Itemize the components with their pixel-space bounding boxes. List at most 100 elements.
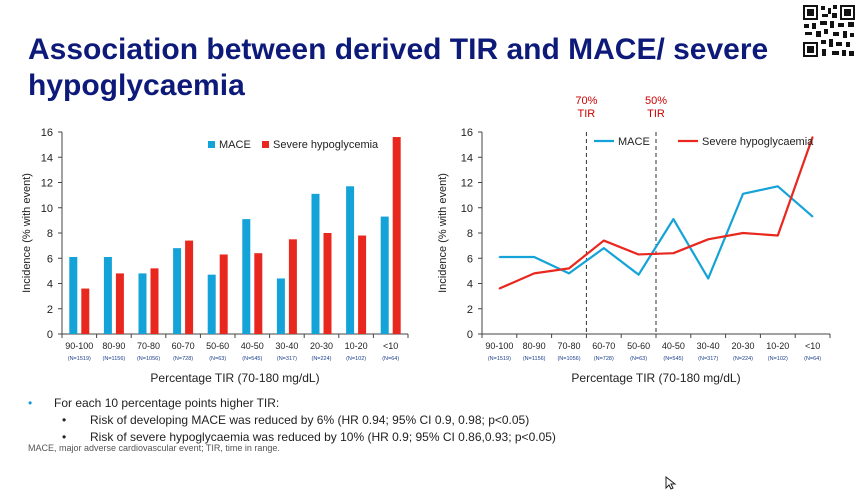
tir-threshold-label: 70%: [575, 95, 597, 107]
data-point: [568, 267, 570, 270]
bar-severe-hypoglycemia: [185, 240, 194, 334]
y-tick-label: 10: [41, 203, 53, 215]
x-tick-label: 50-60: [206, 341, 229, 351]
x-tick-n-label: (N=102): [346, 356, 366, 362]
bar-mace: [276, 278, 285, 334]
data-point: [742, 193, 744, 195]
x-tick-label: 20-30: [310, 341, 333, 351]
findings-main-bullet: • For each 10 percentage points higher T…: [28, 395, 848, 412]
bar-mace: [311, 193, 320, 334]
x-tick-label: 30-40: [697, 341, 720, 351]
legend-swatch: [208, 141, 215, 148]
x-tick-label: 70-80: [557, 341, 580, 351]
data-point: [498, 256, 501, 258]
data-point: [533, 272, 535, 275]
x-tick-n-label: (N=1519): [488, 356, 511, 362]
findings-sub-bullet-mace: • Risk of developing MACE was reduced by…: [28, 412, 848, 429]
mace-hypoglycemia-bar-chart: 0 2 4 6 8 10 12 14 16 90-100 (N=1519) 80-90 (N=1156)…: [21, 127, 409, 385]
x-tick-n-label: (N=1056): [557, 356, 580, 362]
legend-label: MACE: [618, 136, 650, 148]
y-tick-label: 2: [47, 304, 53, 316]
x-tick-n-label: (N=64): [804, 356, 821, 362]
data-point: [811, 215, 814, 218]
data-point: [777, 185, 779, 188]
x-tick-label: 90-100: [485, 341, 513, 351]
y-tick-label: 16: [41, 127, 53, 139]
bar-severe-hypoglycemia: [115, 273, 124, 334]
x-tick-n-label: (N=63): [630, 356, 647, 362]
data-point: [603, 239, 605, 242]
x-tick-label: 40-50: [241, 341, 264, 351]
tir-threshold-label: TIR: [647, 108, 665, 120]
mace-hypoglycemia-line-chart: 0 2 4 6 8 10 12 14 16 90-100 (N=1519) 80-90 (N=1156)…: [437, 95, 831, 385]
data-point: [637, 253, 640, 256]
x-tick-n-label: (N=64): [382, 356, 399, 362]
bullet-dot-icon: •: [28, 396, 33, 410]
data-point: [707, 277, 709, 280]
line-severe-hypoglycaemia: [498, 136, 814, 290]
x-tick-label: 60-70: [592, 341, 615, 351]
data-point: [568, 272, 570, 275]
y-tick-label: 6: [47, 253, 53, 265]
x-tick-n-label: (N=1056): [137, 356, 160, 362]
x-tick-n-label: (N=63): [209, 356, 226, 362]
x-tick-n-label: (N=545): [663, 356, 683, 362]
bar-severe-hypoglycemia: [219, 254, 228, 334]
x-tick-n-label: (N=1519): [68, 356, 91, 362]
bar-severe-hypoglycemia: [150, 268, 159, 334]
data-point: [533, 256, 535, 258]
x-tick-label: 20-30: [731, 341, 754, 351]
data-point: [777, 234, 779, 237]
bar-severe-hypoglycemia: [81, 288, 90, 334]
y-tick-label: 4: [467, 279, 473, 291]
x-tick-n-label: (N=224): [311, 356, 331, 362]
x-tick-label: 30-40: [275, 341, 298, 351]
bullet-dot-icon: •: [62, 413, 67, 427]
findings-hypo-text: Risk of severe hypoglycaemia was reduced…: [90, 430, 556, 444]
findings-main-text: For each 10 percentage points higher TIR…: [54, 396, 280, 410]
x-tick-label: 10-20: [345, 341, 368, 351]
data-point: [672, 252, 675, 254]
bar-severe-hypoglycemia: [254, 253, 263, 334]
data-point: [707, 238, 709, 241]
bar-mace: [173, 248, 182, 334]
x-tick-n-label: (N=728): [173, 356, 193, 362]
y-tick-label: 12: [461, 178, 473, 190]
y-tick-label: 0: [467, 329, 473, 341]
bullet-dot-icon: •: [62, 430, 67, 444]
x-tick-label: 70-80: [137, 341, 160, 351]
x-tick-label: 80-90: [102, 341, 125, 351]
bar-mace: [69, 256, 78, 334]
bar-mace: [207, 274, 216, 334]
slide-title: Association between derived TIR and MACE…: [28, 33, 769, 102]
data-point: [498, 287, 501, 290]
x-tick-label: 50-60: [627, 341, 650, 351]
y-tick-label: 8: [467, 228, 473, 240]
bar-mace: [380, 216, 389, 334]
bar-severe-hypoglycemia: [358, 235, 367, 334]
data-point: [672, 218, 675, 220]
y-tick-label: 4: [47, 279, 53, 291]
x-tick-n-label: (N=545): [242, 356, 262, 362]
bar-severe-hypoglycemia: [288, 239, 297, 334]
legend-label: Severe hypoglycemia: [273, 139, 379, 151]
y-tick-label: 2: [467, 304, 473, 316]
findings-mace-text: Risk of developing MACE was reduced by 6…: [90, 413, 530, 427]
x-tick-n-label: (N=1156): [523, 356, 546, 362]
qr-code-icon: [802, 4, 856, 58]
x-axis-title: Percentage TIR (70-180 mg/dL): [571, 371, 740, 385]
legend-label: Severe hypoglycaemia: [702, 136, 814, 148]
x-tick-label: 80-90: [523, 341, 546, 351]
bar-mace: [242, 219, 251, 334]
y-axis-title: Incidence (% with event): [437, 173, 449, 293]
legend-swatch: [262, 141, 269, 148]
bar-mace: [103, 256, 112, 334]
x-tick-label: <10: [805, 341, 820, 351]
bar-mace: [346, 186, 355, 334]
y-tick-label: 14: [461, 152, 473, 164]
x-tick-n-label: (N=728): [594, 356, 614, 362]
footnote: MACE, major adverse cardiovascular event…: [28, 443, 280, 453]
x-tick-label: <10: [383, 341, 398, 351]
line-mace: [499, 185, 814, 280]
tir-threshold-label: 50%: [645, 95, 667, 107]
